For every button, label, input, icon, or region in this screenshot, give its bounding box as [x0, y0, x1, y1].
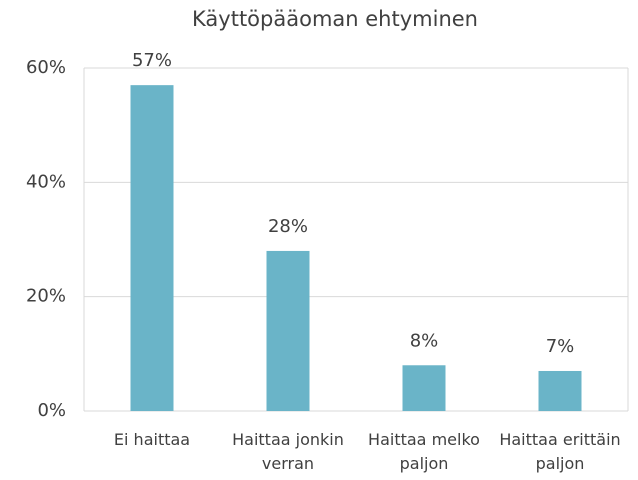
x-tick-label: Ei haittaa — [113, 430, 191, 449]
x-tick-label: Haittaa melko paljon — [368, 430, 480, 473]
data-label: 8% — [410, 330, 439, 351]
y-tick-label: 0% — [37, 400, 66, 421]
data-label: 28% — [268, 216, 308, 237]
x-tick-label: Haittaa jonkin verran — [232, 430, 344, 473]
bar — [130, 85, 174, 412]
x-tick-label: Haittaa erittäin paljon — [499, 430, 621, 473]
data-label: 7% — [546, 336, 575, 357]
y-tick-label: 60% — [26, 57, 66, 78]
bar — [538, 370, 582, 411]
data-label: 57% — [132, 50, 172, 71]
bar — [266, 250, 310, 411]
chart-title: Käyttöpääoman ehtyminen — [192, 7, 478, 31]
bar — [402, 365, 446, 411]
y-tick-label: 20% — [26, 286, 66, 307]
y-tick-label: 40% — [26, 171, 66, 192]
